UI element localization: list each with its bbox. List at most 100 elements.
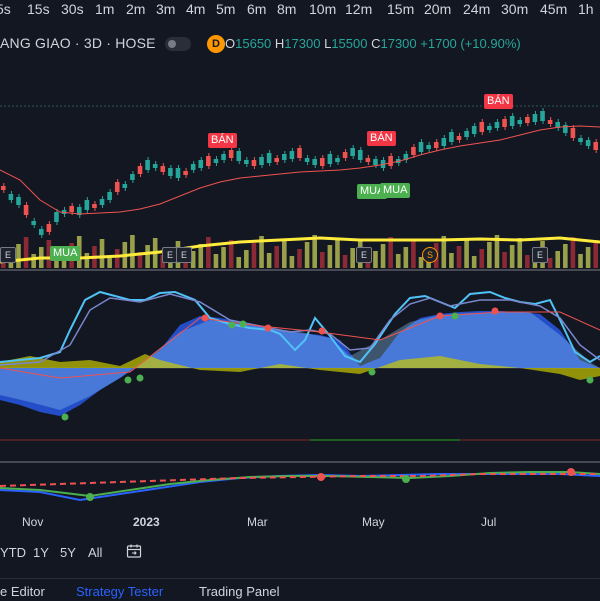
volume-bar bbox=[464, 239, 469, 268]
candle bbox=[122, 184, 128, 188]
volume-bar bbox=[487, 242, 492, 268]
bottom-dot bbox=[402, 475, 410, 483]
timeframe-5m[interactable]: 5m bbox=[216, 1, 236, 17]
candle bbox=[365, 158, 371, 162]
timeframe-15s[interactable]: 15s bbox=[27, 1, 50, 17]
buy-signal: MUA bbox=[380, 183, 411, 198]
volume-bar bbox=[244, 250, 249, 268]
candle bbox=[152, 164, 158, 168]
candle bbox=[190, 164, 196, 170]
sell-signal: BÁN bbox=[484, 94, 513, 109]
candle bbox=[31, 221, 36, 225]
timeframe-15m[interactable]: 15m bbox=[387, 1, 415, 17]
earnings-marker[interactable]: E bbox=[356, 247, 372, 263]
tab-pine-editor[interactable]: e Editor bbox=[0, 584, 45, 599]
volume-bar bbox=[441, 236, 447, 268]
candles bbox=[1, 108, 598, 238]
volume-bar bbox=[84, 253, 90, 268]
volume-bar bbox=[373, 251, 378, 268]
timeframe-20m[interactable]: 20m bbox=[424, 1, 452, 17]
visibility-toggle[interactable] bbox=[165, 37, 191, 51]
candle bbox=[8, 194, 14, 200]
bottom-dashed-line bbox=[0, 473, 600, 487]
timeframe-6m[interactable]: 6m bbox=[247, 1, 267, 17]
candle bbox=[114, 182, 120, 192]
volume-bar bbox=[304, 242, 310, 268]
candle bbox=[92, 204, 97, 208]
buy-signal: MUA bbox=[357, 184, 388, 199]
symbol-title[interactable]: ANG GIAO · 3D · HOSE bbox=[0, 35, 156, 51]
timeframe-4m[interactable]: 4m bbox=[186, 1, 206, 17]
oscillator-dots bbox=[61, 307, 594, 421]
volume-bar bbox=[578, 254, 583, 268]
sell-signal: BÁN bbox=[208, 133, 237, 148]
price-chart[interactable] bbox=[0, 60, 600, 510]
open-value: 15650 bbox=[235, 36, 272, 51]
bottom-dots bbox=[86, 468, 575, 501]
candle bbox=[509, 116, 515, 126]
oscillator-dot bbox=[436, 312, 444, 320]
oscillator-histogram-yellow bbox=[0, 354, 600, 380]
sell-signal: BÁN bbox=[367, 131, 396, 146]
volume-bar bbox=[327, 245, 333, 268]
volume-bar bbox=[145, 245, 150, 268]
timeframe-30m[interactable]: 30m bbox=[501, 1, 529, 17]
volume-bar bbox=[563, 244, 568, 268]
timeframe-3m[interactable]: 3m bbox=[156, 1, 176, 17]
candle bbox=[319, 158, 325, 166]
volume-bar bbox=[342, 255, 348, 268]
volume-moving-average bbox=[0, 236, 600, 264]
range-all-button[interactable]: All bbox=[88, 545, 103, 560]
candle bbox=[206, 156, 211, 166]
timeframe-5s[interactable]: 5s bbox=[0, 1, 11, 17]
split-marker[interactable]: S bbox=[422, 247, 438, 263]
timeframe-45m[interactable]: 45m bbox=[540, 1, 568, 17]
timeframe-30s[interactable]: 30s bbox=[61, 1, 84, 17]
earnings-marker[interactable]: E bbox=[176, 247, 192, 263]
timeframe-12m[interactable]: 12m bbox=[345, 1, 373, 17]
range-5y-button[interactable]: 5Y bbox=[60, 545, 76, 560]
volume-bar bbox=[395, 254, 401, 268]
volume-bar bbox=[319, 252, 325, 268]
volume-bar bbox=[525, 255, 530, 268]
close-value: 17300 bbox=[380, 36, 417, 51]
candle bbox=[502, 119, 507, 127]
volume-bar bbox=[107, 256, 112, 268]
oscillator-slow-line bbox=[0, 293, 600, 366]
tab-trading-panel[interactable]: Trading Panel bbox=[199, 584, 280, 599]
volume-bar bbox=[282, 239, 287, 268]
high-value: 17300 bbox=[284, 36, 321, 51]
volume-bar bbox=[228, 240, 234, 268]
timeframe-2m[interactable]: 2m bbox=[126, 1, 146, 17]
timeframe-1h[interactable]: 1h bbox=[578, 1, 594, 17]
timeframe-bar: 5s 15s 30s 1m 2m 3m 4m 5m 6m 8m 10m 12m 15m 20m 24m 30m… bbox=[0, 0, 600, 18]
timeframe-8m[interactable]: 8m bbox=[277, 1, 297, 17]
timeframe-10m[interactable]: 10m bbox=[309, 1, 337, 17]
candle bbox=[578, 138, 583, 142]
range-1y-button[interactable]: 1Y bbox=[33, 545, 49, 560]
volume-bar bbox=[570, 237, 576, 268]
volume-bar bbox=[99, 239, 105, 268]
volume-bar bbox=[555, 251, 561, 268]
earnings-marker[interactable]: E bbox=[0, 247, 16, 263]
volume-bar bbox=[411, 240, 416, 268]
volume-bar bbox=[471, 256, 477, 268]
volume-bar bbox=[449, 253, 454, 268]
candle bbox=[532, 114, 538, 122]
ohlc-legend: O15650 H17300 L15500 C17300 +1700 (+10.9… bbox=[225, 36, 521, 51]
candle bbox=[38, 229, 44, 235]
candle bbox=[160, 166, 166, 172]
range-ytd-button[interactable]: YTD bbox=[0, 545, 26, 560]
calendar-icon[interactable] bbox=[126, 543, 142, 559]
volume-bar bbox=[403, 247, 409, 268]
timeframe-24m[interactable]: 24m bbox=[463, 1, 491, 17]
volume-bar bbox=[137, 252, 143, 268]
volume-bar bbox=[198, 244, 204, 268]
candle bbox=[449, 132, 454, 142]
volume-bar bbox=[213, 254, 219, 268]
earnings-marker[interactable]: E bbox=[532, 247, 548, 263]
volume-bar bbox=[585, 247, 591, 268]
tab-strategy-tester[interactable]: Strategy Tester bbox=[76, 584, 164, 599]
candle bbox=[137, 166, 143, 174]
timeframe-1m[interactable]: 1m bbox=[95, 1, 115, 17]
